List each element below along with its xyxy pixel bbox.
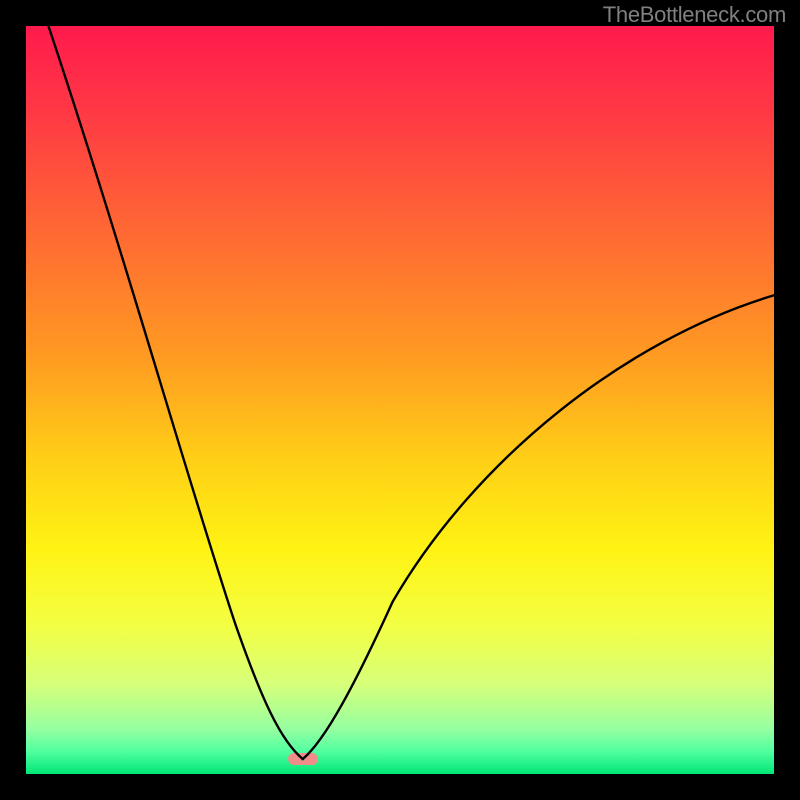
watermark-text: TheBottleneck.com [603,2,786,28]
curve-line [26,26,774,774]
plot-area [26,26,774,774]
